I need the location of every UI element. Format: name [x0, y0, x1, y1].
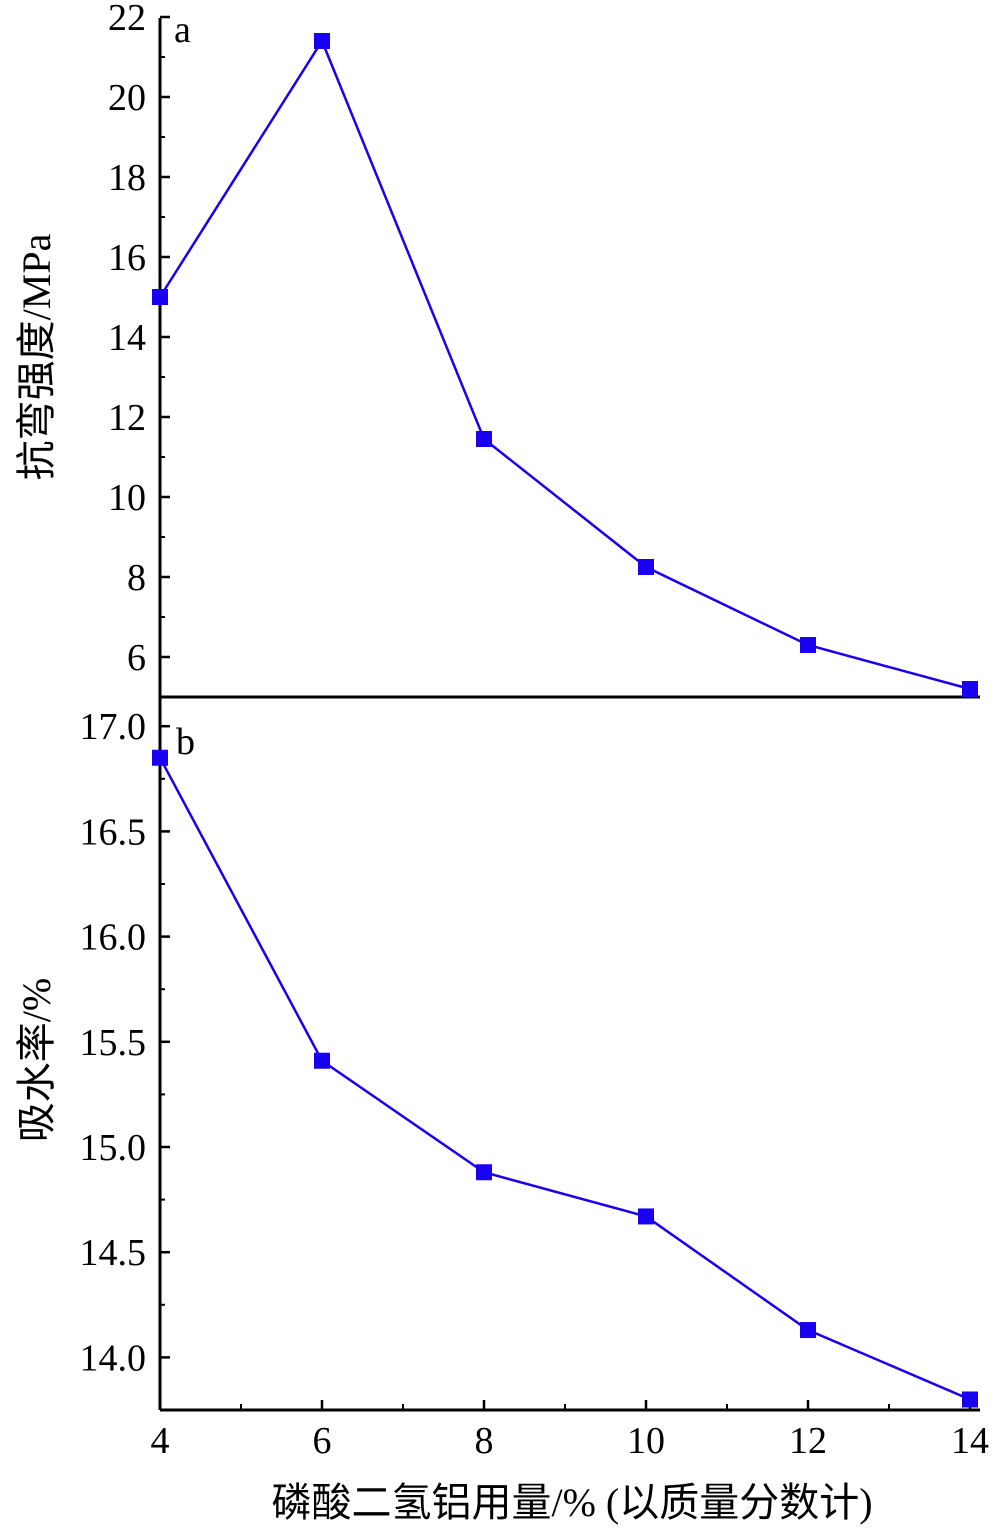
panel-a-data-point — [314, 33, 330, 49]
panel-a-letter: a — [174, 9, 191, 51]
panel-b-data-point — [314, 1052, 330, 1069]
x-tick-label: 4 — [151, 1420, 170, 1462]
x-axis-title: 磷酸二氢铝用量/% (以质量分数计) — [271, 1480, 872, 1525]
panel-a-y-tick-labels: 6 8 10 12 14 16 18 20 22 — [108, 0, 146, 679]
panel-b-y-tick-label: 15.0 — [80, 1127, 147, 1169]
x-tick-label: 12 — [789, 1420, 827, 1462]
panel-a-data-point — [962, 681, 978, 697]
x-tick-label: 14 — [951, 1420, 989, 1462]
panel-b-data-point — [476, 1164, 492, 1181]
panel-a-data-point — [152, 289, 168, 305]
panel-b-water-absorption: 14.0 14.5 15.0 15.5 16.0 16.5 17.0 4 6 8 10 12 14 b… — [14, 697, 989, 1525]
panel-a-y-tick-label: 18 — [108, 157, 146, 199]
panel-a-y-tick-label: 8 — [127, 557, 146, 599]
x-tick-label: 6 — [313, 1420, 332, 1462]
panel-a-y-tick-label: 22 — [108, 0, 146, 39]
panel-b-y-tick-label: 14.0 — [80, 1337, 147, 1379]
panel-a-y-tick-label: 14 — [108, 317, 146, 359]
panel-a-flexural-strength: 6 8 10 12 14 16 18 20 22 a 抗弯强度/MPa — [14, 0, 980, 699]
panel-a-y-ticks — [160, 15, 170, 659]
panel-a-y-axis-title: 抗弯强度/MPa — [14, 233, 59, 480]
panel-b-letter: b — [176, 721, 195, 763]
panel-b-y-tick-label: 16.0 — [80, 917, 147, 959]
panel-a-y-tick-label: 6 — [127, 637, 146, 679]
panel-b-y-axis-title: 吸水率/% — [14, 978, 59, 1142]
panel-a-series-line — [158, 38, 971, 691]
panel-a-data-point — [800, 637, 816, 653]
x-tick-label: 8 — [475, 1420, 494, 1462]
panel-a-y-tick-label: 10 — [108, 477, 146, 519]
panel-b-y-tick-label: 14.5 — [80, 1232, 147, 1274]
panel-a-data-point — [476, 431, 492, 447]
panel-a-y-tick-label: 20 — [108, 77, 146, 119]
panel-b-y-tick-label: 17.0 — [80, 706, 147, 748]
panel-b-y-tick-label: 16.5 — [80, 811, 147, 853]
panel-a-markers — [152, 33, 978, 697]
panel-b-y-tick-labels: 14.0 14.5 15.0 15.5 16.0 16.5 17.0 — [80, 706, 147, 1379]
panel-b-data-point — [800, 1322, 816, 1339]
panel-b-data-point — [962, 1391, 978, 1408]
panel-a-y-tick-label: 16 — [108, 237, 146, 279]
x-tick-label: 10 — [627, 1420, 665, 1462]
panel-b-y-tick-label: 15.5 — [80, 1022, 147, 1064]
panel-b-series-line — [158, 757, 971, 1401]
panel-b-data-point — [638, 1208, 654, 1225]
panel-b-markers — [152, 749, 978, 1408]
panel-a-data-point — [638, 559, 654, 575]
panel-b-data-point — [152, 749, 168, 766]
panel-a-y-tick-label: 12 — [108, 397, 146, 439]
x-tick-labels: 4 6 8 10 12 14 — [151, 1420, 990, 1462]
panel-b-y-ticks — [160, 724, 170, 1359]
